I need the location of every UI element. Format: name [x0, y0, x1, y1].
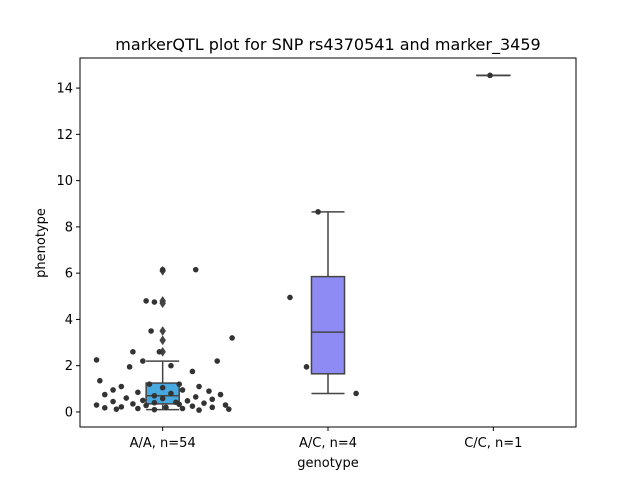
x-tick-label: C/C, n=1: [464, 436, 522, 451]
y-tick-label: 0: [65, 405, 73, 420]
data-point: [217, 391, 224, 398]
data-point: [192, 394, 199, 400]
y-tick-label: 8: [65, 220, 73, 235]
y-axis-label: phenotype: [34, 208, 49, 278]
data-point: [176, 401, 182, 408]
data-point: [176, 381, 182, 388]
data-point: [126, 364, 133, 370]
data-point: [93, 357, 100, 363]
x-axis-label: genotype: [297, 456, 358, 471]
data-point: [229, 335, 235, 341]
data-point: [113, 406, 120, 412]
data-point: [196, 383, 202, 390]
data-point: [189, 368, 196, 375]
data-point: [209, 404, 216, 411]
box: [310, 275, 346, 375]
data-point: [143, 402, 149, 409]
data-point: [148, 328, 154, 334]
y-tick-label: 2: [65, 359, 73, 374]
plot-frame: [79, 57, 577, 428]
data-point: [118, 404, 125, 410]
plot-elements: 0 2 4 6 8 10 12 14 A/A, n=54 A/C, n=4 C/C, n=1: [56, 72, 522, 451]
data-point: [110, 387, 116, 393]
data-point: [130, 349, 136, 355]
y-tick-label: 12: [56, 128, 73, 143]
data-point: [163, 404, 169, 411]
data-point: [130, 401, 136, 407]
box: [145, 382, 180, 405]
data-point: [287, 294, 293, 301]
outlier-marker: [159, 335, 166, 346]
data-point: [151, 399, 158, 406]
data-point: [209, 396, 216, 403]
data-point: [159, 384, 166, 391]
data-point: [102, 404, 108, 411]
data-point: [214, 358, 221, 364]
chart-title: markerQTL plot for SNP rs4370541 and mar…: [115, 35, 540, 55]
data-point: [118, 383, 125, 390]
data-point: [140, 397, 146, 404]
data-point: [168, 390, 174, 397]
outlier-marker: [159, 295, 166, 306]
data-point: [143, 298, 149, 304]
data-point: [123, 395, 130, 401]
data-point: [222, 402, 229, 408]
data-point: [151, 299, 158, 305]
data-point: [168, 362, 174, 369]
data-point: [159, 266, 166, 273]
y-tick-label: 14: [56, 82, 73, 97]
data-point: [156, 349, 163, 355]
data-point: [135, 389, 141, 396]
data-point: [110, 398, 116, 405]
data-point: [140, 358, 146, 364]
data-point: [189, 403, 196, 409]
data-point: [315, 209, 321, 215]
data-point: [206, 388, 212, 394]
data-point: [487, 72, 493, 79]
data-point: [179, 405, 186, 412]
data-point: [102, 391, 108, 398]
data-point: [179, 387, 186, 393]
data-point: [135, 405, 141, 412]
data-point: [97, 377, 103, 384]
y-tick-label: 6: [65, 267, 73, 282]
data-point: [159, 395, 166, 402]
x-tick-label: A/C, n=4: [299, 436, 357, 451]
x-tick-label: A/A, n=54: [130, 436, 196, 451]
data-point: [201, 400, 207, 406]
data-point: [196, 407, 202, 413]
data-point: [303, 364, 310, 370]
y-tick-label: 4: [65, 313, 73, 328]
data-point: [192, 266, 199, 273]
data-point: [226, 406, 232, 412]
y-tick-label: 10: [56, 174, 73, 189]
data-point: [353, 390, 359, 397]
data-point: [151, 392, 158, 399]
outlier-marker: [159, 326, 166, 336]
data-point: [146, 381, 153, 388]
data-point: [151, 406, 158, 413]
data-point: [93, 402, 100, 408]
data-point: [184, 398, 191, 404]
